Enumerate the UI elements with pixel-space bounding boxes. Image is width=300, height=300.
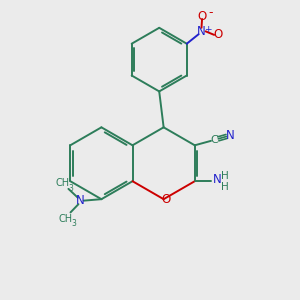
Text: +: +	[204, 25, 212, 34]
Text: H: H	[221, 171, 229, 181]
Text: 3: 3	[71, 219, 76, 228]
Text: O: O	[197, 10, 207, 22]
Text: O: O	[213, 28, 222, 41]
Text: H: H	[221, 182, 229, 191]
Text: CH: CH	[58, 214, 73, 224]
Text: N: N	[226, 129, 235, 142]
Text: -: -	[208, 6, 213, 19]
Text: O: O	[161, 193, 170, 206]
Text: C: C	[210, 135, 218, 145]
Text: CH: CH	[56, 178, 70, 188]
Text: N: N	[213, 173, 222, 186]
Text: N: N	[197, 25, 206, 38]
Text: 3: 3	[68, 184, 73, 194]
Text: N: N	[76, 194, 85, 207]
